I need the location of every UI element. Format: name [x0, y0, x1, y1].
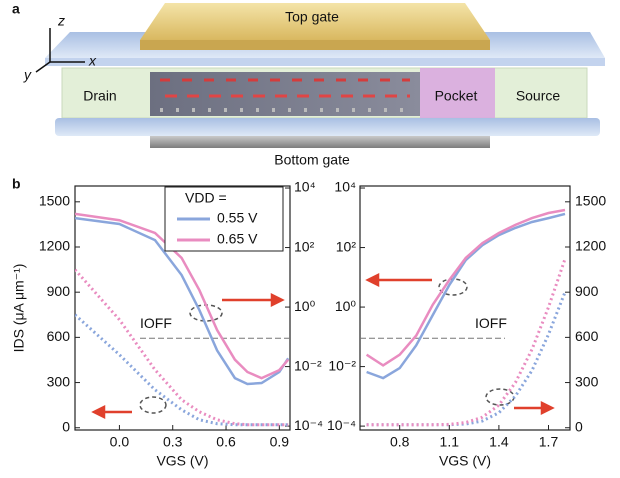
y2-tick-label: 10⁻² [294, 357, 322, 373]
y2-tick-label: 10⁻⁴ [294, 417, 323, 433]
dotted-curve [75, 270, 288, 425]
top-gate-label: Top gate [285, 9, 339, 25]
bottom-gate-label: Bottom gate [274, 152, 350, 168]
dotted-curve [75, 315, 288, 425]
y2-tick-label: 10⁻² [328, 357, 356, 373]
x-tick-label: 1.4 [489, 434, 509, 450]
x-tick-label: 0.9 [270, 434, 290, 450]
y-tick-label: 0 [62, 418, 70, 434]
y-tick-label: 1200 [575, 238, 606, 254]
y-tick-label: 900 [575, 283, 599, 299]
y2-tick-label: 10⁰ [294, 298, 316, 314]
plot-frame [360, 186, 570, 430]
x-tick-label: 1.1 [440, 434, 460, 450]
bottom-dielectric [55, 118, 600, 136]
y2-tick-label: 10² [294, 238, 315, 254]
dotted-curve [367, 292, 565, 425]
x-tick-label: 0.3 [163, 434, 183, 450]
top-gate-edge [140, 40, 490, 50]
top-dielectric-edge [45, 58, 605, 66]
axis-x: x [88, 53, 97, 69]
x-tick-label: 1.7 [539, 434, 559, 450]
bottom-gate [150, 136, 490, 148]
y-tick-label: 600 [575, 328, 599, 344]
y-tick-label: 300 [47, 373, 71, 389]
figure: a Top gate Drain Pocket Source Bottom ga… [0, 0, 620, 473]
panel-label: a [12, 1, 20, 17]
y-tick-label: 600 [47, 328, 71, 344]
x-axis-label: VGS (V) [439, 453, 491, 469]
axis-z: z [57, 13, 65, 29]
ioff-label: IOFF [475, 315, 507, 331]
solid-curve [367, 214, 565, 378]
y-tick-label: 1200 [39, 238, 70, 254]
annotation-arrows [94, 275, 552, 417]
axis-y: y [23, 67, 32, 83]
y-tick-label: 1500 [39, 193, 70, 209]
legend-title: VDD = [185, 190, 227, 206]
y2-tick-label: 10⁴ [294, 179, 316, 195]
y2-tick-label: 10⁻⁴ [327, 417, 356, 433]
panel-label: b [12, 176, 21, 192]
annotation-ellipses [140, 279, 514, 413]
y-tick-label: 300 [575, 373, 599, 389]
x-tick-label: 0.6 [216, 434, 236, 450]
y-tick-label: 1500 [575, 193, 606, 209]
y2-tick-label: 10² [336, 238, 357, 254]
x-axis-label: VGS (V) [156, 453, 208, 469]
y2-tick-label: 10⁰ [335, 298, 357, 314]
y-axis-label: IDS (μA μm⁻¹) [11, 264, 27, 353]
x-tick-label: 0.0 [110, 434, 130, 450]
y-tick-label: 900 [47, 283, 71, 299]
pocket-label: Pocket [435, 88, 478, 104]
ioff-label: IOFF [140, 315, 172, 331]
x-tick-label: 0.8 [390, 434, 410, 450]
y2-tick-label: 10⁴ [334, 179, 356, 195]
y-tick-label: 0 [575, 418, 583, 434]
drain-label: Drain [83, 88, 116, 104]
source-label: Source [516, 88, 561, 104]
legend-label: 0.55 V [217, 210, 258, 226]
legend-label: 0.65 V [217, 231, 258, 247]
